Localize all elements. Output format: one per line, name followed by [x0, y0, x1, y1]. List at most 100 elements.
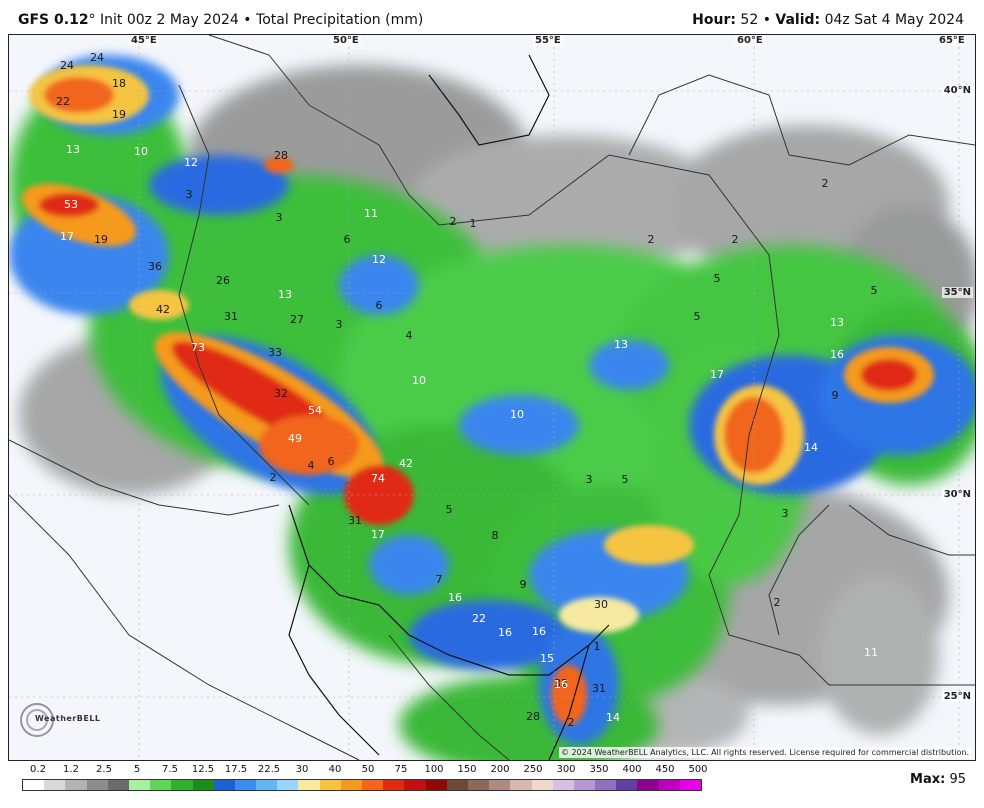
country-borders	[9, 35, 975, 760]
legend-swatch	[446, 780, 468, 790]
lon-label-45: 45°E	[129, 35, 159, 46]
lon-label-50: 50°E	[331, 35, 361, 46]
intense-precip-layer	[21, 65, 934, 725]
precip-value-label: 42	[156, 303, 170, 316]
precip-value-label: 1	[470, 217, 477, 230]
legend-swatch	[552, 780, 574, 790]
legend-swatch	[298, 780, 320, 790]
coastlines	[288, 54, 610, 760]
precip-value-label: 24	[60, 59, 74, 72]
precip-value-label: 14	[606, 711, 620, 724]
title-separator: •	[243, 12, 252, 28]
legend-tick-label: 300	[556, 764, 576, 775]
lon-label-65: 65°E	[937, 35, 967, 46]
legend-swatch	[362, 780, 384, 790]
max-value: Max: 95	[910, 772, 966, 787]
legend-swatch	[171, 780, 193, 790]
precip-value-label: 6	[376, 299, 383, 312]
legend-swatch	[319, 780, 341, 790]
legend-tick-label: 150	[457, 764, 477, 775]
precip-value-label: 5	[446, 503, 453, 516]
map-title: GFS 0.12° Init 00z 2 May 2024 • Total Pr…	[18, 12, 423, 28]
legend-swatch	[531, 780, 553, 790]
legend-tick-label: 50	[361, 764, 375, 775]
precip-value-label: 2	[774, 596, 781, 609]
precip-legend: 0.2 1.2 2.5 5 7.5 12.5 17.5 22.5 30 40 50 75 100 150 2…	[22, 764, 708, 794]
precip-value-label: 28	[526, 710, 540, 723]
legend-swatch	[340, 780, 362, 790]
valid-separator: •	[762, 12, 771, 28]
legend-swatch	[467, 780, 490, 790]
precip-value-label: 2	[822, 177, 829, 190]
hour-value: 52	[740, 12, 759, 28]
legend-swatch	[65, 780, 87, 790]
legend-color-bar	[22, 779, 702, 791]
precip-value-label: 10	[134, 145, 148, 158]
precip-value-label: 6	[328, 455, 335, 468]
precip-value-label: 2	[568, 716, 575, 729]
logo-swirl-icon	[20, 703, 54, 737]
legend-labels: 0.2 1.2 2.5 5 7.5 12.5 17.5 22.5 30 40 50 75 100 150 2…	[22, 764, 708, 778]
precip-value-label: 36	[148, 260, 162, 273]
precip-value-label: 28	[274, 149, 288, 162]
precip-value-label: 16	[830, 348, 844, 361]
precip-value-label: 14	[804, 441, 818, 454]
legend-tick-label: 17.5	[224, 764, 248, 775]
legend-tick-label: 1.2	[63, 764, 79, 775]
legend-swatch	[679, 780, 701, 790]
precip-value-label: 12	[184, 156, 198, 169]
precip-value-label: 31	[348, 514, 362, 527]
legend-tick-label: 250	[523, 764, 543, 775]
legend-swatch	[86, 780, 108, 790]
precip-value-label: 74	[371, 472, 385, 485]
legend-swatch	[510, 780, 532, 790]
precip-value-label: 53	[64, 198, 78, 211]
weatherbell-logo: WeatherBELL	[15, 700, 100, 740]
legend-tick-label: 0.2	[30, 764, 46, 775]
precip-value-label: 5	[871, 284, 878, 297]
legend-tick-label: 22.5	[257, 764, 281, 775]
precip-value-label: 5	[694, 310, 701, 323]
precip-value-label: 54	[308, 404, 322, 417]
legend-tick-label: 40	[328, 764, 342, 775]
precip-value-label: 31	[224, 310, 238, 323]
precip-value-label: 26	[216, 274, 230, 287]
legend-tick-label: 450	[655, 764, 675, 775]
legend-swatch	[150, 780, 172, 790]
precip-value-label: 16	[498, 626, 512, 639]
lon-label-55: 55°E	[533, 35, 563, 46]
legend-tick-label: 100	[424, 764, 444, 775]
legend-swatch	[658, 780, 680, 790]
precip-value-label: 31	[592, 682, 606, 695]
lon-label-60: 60°E	[735, 35, 765, 46]
product-name: Total Precipitation (mm)	[256, 12, 424, 28]
precip-value-label: 4	[406, 329, 413, 342]
valid-value: 04z Sat 4 May 2024	[824, 12, 964, 28]
hour-label: Hour:	[692, 12, 736, 28]
legend-swatch	[425, 780, 447, 790]
precip-value-label: 1	[594, 640, 601, 653]
precip-value-label: 11	[864, 646, 878, 659]
legend-swatch	[256, 780, 278, 790]
legend-swatch	[573, 780, 596, 790]
precip-value-label: 2	[450, 215, 457, 228]
legend-swatch	[637, 780, 659, 790]
legend-tick-label: 30	[295, 764, 309, 775]
precip-value-label: 16	[554, 678, 568, 691]
legend-swatch	[192, 780, 214, 790]
precip-value-label: 42	[399, 457, 413, 470]
lat-lon-grid	[9, 35, 975, 760]
precip-value-label: 5	[622, 473, 629, 486]
lat-label-30: 30°N	[941, 489, 973, 500]
precip-value-label: 12	[372, 253, 386, 266]
legend-tick-label: 75	[394, 764, 408, 775]
legend-tick-label: 7.5	[162, 764, 178, 775]
precip-value-label: 19	[112, 108, 126, 121]
lat-label-25: 25°N	[941, 691, 973, 702]
model-name: GFS 0.12	[18, 12, 89, 28]
legend-swatch	[383, 780, 405, 790]
legend-tick-label: 400	[622, 764, 642, 775]
precip-value-label: 16	[448, 591, 462, 604]
precip-value-label: 27	[290, 313, 304, 326]
